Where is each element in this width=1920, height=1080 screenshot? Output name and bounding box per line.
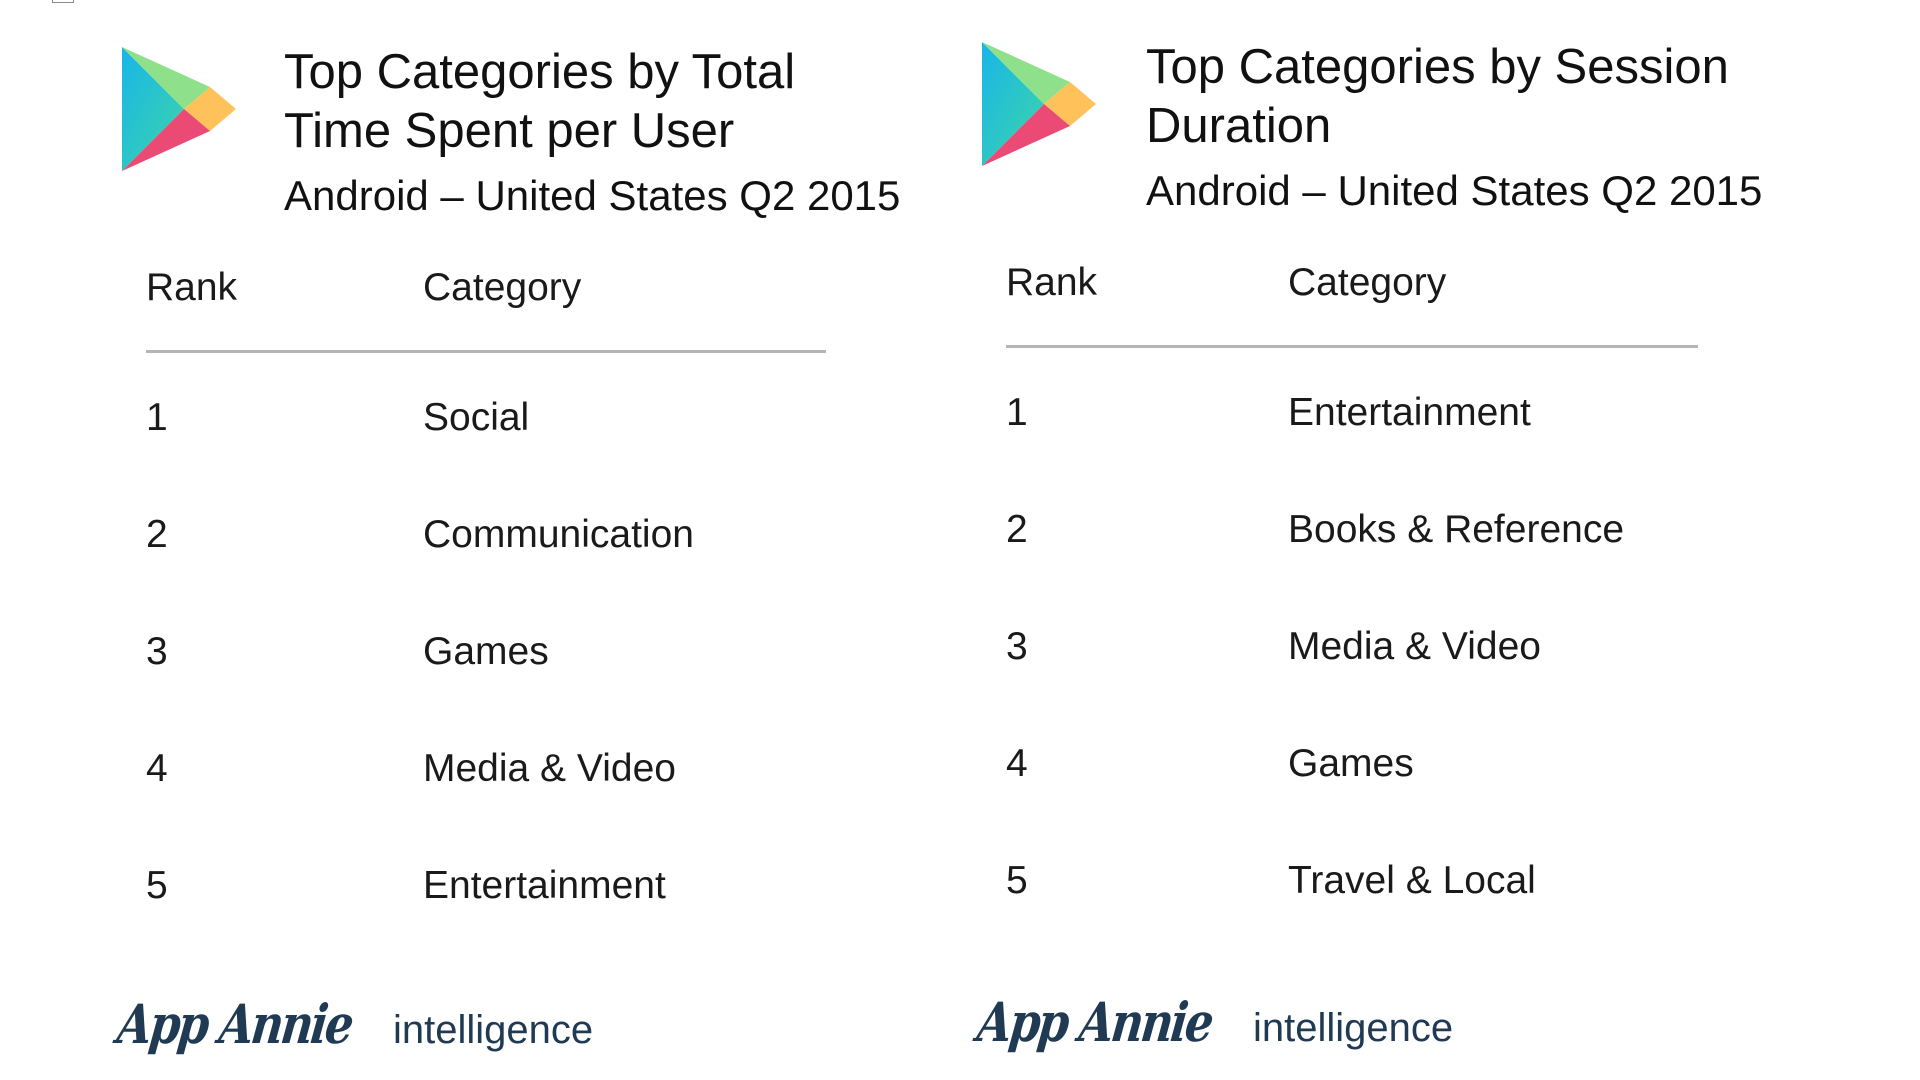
- category-cell: Entertainment: [423, 864, 666, 907]
- header-divider: [146, 350, 826, 353]
- rank-cell: 4: [146, 747, 168, 790]
- app-annie-logo: App Annie intelligence: [974, 990, 1454, 1070]
- category-cell: Games: [1288, 742, 1414, 785]
- table-header: Rank Category: [1006, 253, 1698, 313]
- rank-cell: 5: [1006, 859, 1028, 902]
- table-row: 5 Entertainment: [146, 856, 826, 973]
- table-row: 3 Media & Video: [1006, 617, 1698, 734]
- table-row: 4 Media & Video: [146, 739, 826, 856]
- table-body: 1 Entertainment 2 Books & Reference 3 Me…: [1006, 383, 1698, 968]
- rank-cell: 2: [146, 513, 168, 556]
- category-cell: Media & Video: [1288, 625, 1541, 668]
- category-cell: Entertainment: [1288, 391, 1531, 434]
- rank-cell: 1: [146, 396, 168, 439]
- chart-title: Top Categories by Total Time Spent per U…: [284, 45, 796, 158]
- category-cell: Books & Reference: [1288, 508, 1625, 551]
- category-cell: Media & Video: [423, 747, 676, 790]
- table-row: 2 Communication: [146, 505, 826, 622]
- chart-title: Top Categories by Session Duration: [1146, 40, 1729, 153]
- header-divider: [1006, 345, 1698, 348]
- category-cell: Games: [423, 630, 549, 673]
- rank-table: Rank Category 1 Social 2 Communication 3…: [146, 258, 826, 907]
- rank-cell: 3: [146, 630, 168, 673]
- rank-column-header: Rank: [1006, 261, 1098, 304]
- rank-table: Rank Category 1 Entertainment 2 Books & …: [1006, 253, 1698, 902]
- table-row: 3 Games: [146, 622, 826, 739]
- corner-mark: [52, 0, 74, 3]
- rank-cell: 5: [146, 864, 168, 907]
- chart-subtitle: Android – United States Q2 2015: [1146, 167, 1763, 214]
- table-row: 1 Social: [146, 388, 826, 505]
- brand-suffix: intelligence: [392, 1008, 594, 1052]
- chart-subtitle: Android – United States Q2 2015: [284, 172, 901, 219]
- table-row: 4 Games: [1006, 734, 1698, 851]
- app-annie-logo: App Annie intelligence: [114, 992, 594, 1072]
- rank-cell: 1: [1006, 391, 1028, 434]
- table-row: 1 Entertainment: [1006, 383, 1698, 500]
- brand-suffix: intelligence: [1252, 1006, 1454, 1050]
- rank-cell: 4: [1006, 742, 1028, 785]
- table-row: 2 Books & Reference: [1006, 500, 1698, 617]
- brand-name: App Annie: [974, 990, 1215, 1054]
- brand-name: App Annie: [114, 992, 355, 1056]
- panel-total-time: Top Categories by Total Time Spent per U…: [0, 0, 900, 1080]
- table-header: Rank Category: [146, 258, 826, 318]
- google-play-icon: [122, 47, 236, 171]
- table-row: 5 Travel & Local: [1006, 851, 1698, 968]
- category-column-header: Category: [423, 266, 582, 309]
- category-column-header: Category: [1288, 261, 1447, 304]
- table-body: 1 Social 2 Communication 3 Games 4 Media…: [146, 388, 826, 973]
- rank-column-header: Rank: [146, 266, 238, 309]
- category-cell: Social: [423, 396, 530, 439]
- rank-cell: 3: [1006, 625, 1028, 668]
- panel-session-duration: Top Categories by Session Duration Andro…: [860, 0, 1762, 1080]
- category-cell: Communication: [423, 513, 694, 556]
- rank-cell: 2: [1006, 508, 1028, 551]
- category-cell: Travel & Local: [1288, 859, 1536, 902]
- google-play-icon: [982, 42, 1096, 166]
